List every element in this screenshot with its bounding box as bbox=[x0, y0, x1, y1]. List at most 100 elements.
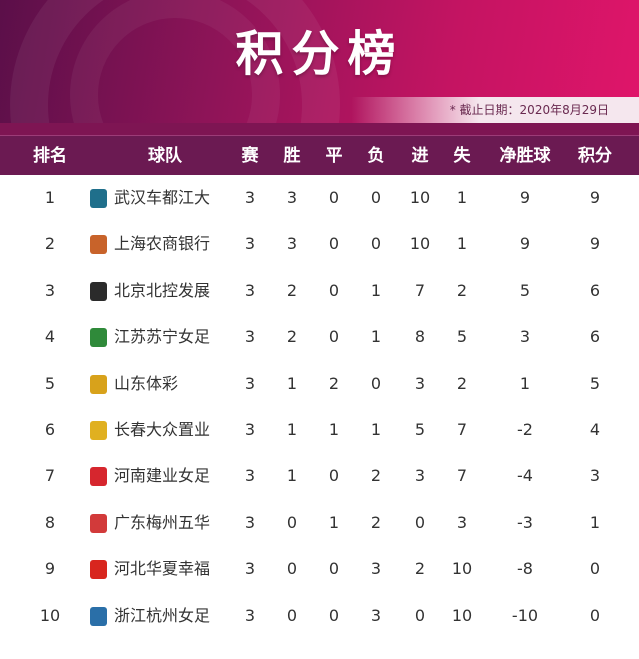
cell-goal-diff: 3 bbox=[519, 327, 531, 347]
cell-rank: 8 bbox=[44, 512, 56, 532]
table-row: 4 3 2 0 1 8 5 3 6 江苏苏宁女足 bbox=[0, 314, 639, 360]
cell-team-name: 浙江杭州女足 bbox=[114, 605, 211, 625]
header-team: 球队 bbox=[148, 146, 182, 166]
cell-played: 3 bbox=[244, 559, 256, 579]
cell-won: 3 bbox=[286, 188, 298, 207]
cell-team-name: 江苏苏宁女足 bbox=[114, 327, 211, 347]
table-row: 5 3 1 2 0 3 2 1 5 山东体彩 bbox=[0, 361, 639, 407]
cell-points: 1 bbox=[589, 512, 601, 532]
cell-played: 3 bbox=[244, 327, 256, 347]
cell-goals-against: 5 bbox=[456, 327, 468, 347]
cell-drawn: 0 bbox=[328, 466, 340, 486]
cell-played: 3 bbox=[244, 420, 256, 439]
cell-goals-for: 10 bbox=[409, 234, 431, 254]
cell-won: 1 bbox=[286, 373, 298, 393]
cell-won: 3 bbox=[286, 234, 298, 254]
cell-goals-against: 7 bbox=[456, 466, 468, 486]
cell-lost: 2 bbox=[370, 512, 382, 532]
header-divider bbox=[0, 123, 639, 135]
cell-goals-for: 2 bbox=[414, 559, 426, 579]
header-drawn: 平 bbox=[325, 146, 343, 166]
cell-drawn: 2 bbox=[328, 373, 340, 393]
cell-goals-against: 1 bbox=[456, 234, 468, 254]
changchun-badge-icon bbox=[90, 421, 107, 440]
cell-goals-for: 0 bbox=[414, 605, 426, 625]
header-won: 胜 bbox=[283, 146, 301, 166]
cell-drawn: 0 bbox=[328, 280, 340, 300]
cell-points: 9 bbox=[589, 188, 601, 207]
cell-goal-diff: -2 bbox=[517, 420, 533, 439]
header-goal-diff: 净胜球 bbox=[499, 146, 551, 166]
cell-goal-diff: 9 bbox=[519, 188, 531, 207]
cell-team-name: 北京北控发展 bbox=[114, 280, 211, 300]
henan-badge-icon bbox=[90, 467, 107, 487]
cell-team-name: 河北华夏幸福 bbox=[114, 559, 211, 579]
cell-points: 0 bbox=[589, 559, 601, 579]
cell-goal-diff: -10 bbox=[511, 605, 539, 625]
beijing-badge-icon bbox=[90, 281, 107, 301]
header-lost: 负 bbox=[367, 146, 385, 166]
cell-goals-for: 5 bbox=[414, 420, 426, 439]
cell-won: 0 bbox=[286, 559, 298, 579]
table-row: 10 3 0 0 3 0 10 -10 0 浙江杭州女足 bbox=[0, 593, 639, 639]
cell-rank: 9 bbox=[44, 559, 56, 579]
cell-goal-diff: -8 bbox=[517, 559, 533, 579]
guangdong-badge-icon bbox=[90, 513, 107, 533]
cell-goals-for: 0 bbox=[414, 512, 426, 532]
header-points: 积分 bbox=[578, 146, 612, 166]
table-row: 1 3 3 0 0 10 1 9 9 武汉车都江大 bbox=[0, 175, 639, 221]
cell-goal-diff: 5 bbox=[519, 280, 531, 300]
cell-points: 6 bbox=[589, 280, 601, 300]
cell-team-name: 山东体彩 bbox=[114, 373, 179, 393]
cell-lost: 3 bbox=[370, 605, 382, 625]
cell-goals-against: 10 bbox=[451, 559, 473, 579]
cell-team-name: 河南建业女足 bbox=[114, 466, 211, 486]
cell-team-name: 上海农商银行 bbox=[114, 234, 211, 254]
cell-points: 3 bbox=[589, 466, 601, 486]
cell-goals-against: 2 bbox=[456, 280, 468, 300]
hebei-badge-icon bbox=[90, 560, 107, 580]
cell-lost: 2 bbox=[370, 466, 382, 486]
cell-lost: 1 bbox=[370, 280, 382, 300]
page-title: 积分榜 bbox=[235, 26, 404, 82]
cell-played: 3 bbox=[244, 188, 256, 207]
cell-rank: 7 bbox=[44, 466, 56, 486]
cell-goals-for: 3 bbox=[414, 466, 426, 486]
cell-rank: 4 bbox=[44, 327, 56, 347]
cell-points: 4 bbox=[589, 420, 601, 439]
cell-rank: 10 bbox=[39, 605, 61, 625]
cell-lost: 0 bbox=[370, 373, 382, 393]
table-header: 排名 球队 赛 胜 平 负 进 失 净胜球 积分 bbox=[0, 135, 639, 175]
cell-goal-diff: 1 bbox=[519, 373, 531, 393]
shandong-badge-icon bbox=[90, 374, 107, 394]
cell-played: 3 bbox=[244, 373, 256, 393]
cell-team-name: 武汉车都江大 bbox=[114, 188, 211, 207]
cell-points: 9 bbox=[589, 234, 601, 254]
table-row: 8 3 0 1 2 0 3 -3 1 广东梅州五华 bbox=[0, 500, 639, 546]
cell-goals-for: 3 bbox=[414, 373, 426, 393]
cell-drawn: 1 bbox=[328, 512, 340, 532]
zhejiang-badge-icon bbox=[90, 606, 107, 626]
header-rank: 排名 bbox=[33, 146, 67, 166]
shanghai-badge-icon bbox=[90, 235, 107, 255]
cell-goals-for: 8 bbox=[414, 327, 426, 347]
cell-won: 1 bbox=[286, 466, 298, 486]
cell-drawn: 0 bbox=[328, 559, 340, 579]
cell-rank: 1 bbox=[44, 188, 56, 207]
cell-rank: 5 bbox=[44, 373, 56, 393]
cell-rank: 6 bbox=[44, 420, 56, 439]
jiangsu-badge-icon bbox=[90, 328, 107, 348]
cell-goals-against: 10 bbox=[451, 605, 473, 625]
table-row: 6 3 1 1 1 5 7 -2 4 长春大众置业 bbox=[0, 407, 639, 453]
cell-goals-against: 2 bbox=[456, 373, 468, 393]
cell-lost: 1 bbox=[370, 420, 382, 439]
cell-lost: 1 bbox=[370, 327, 382, 347]
cell-played: 3 bbox=[244, 605, 256, 625]
header-played: 赛 bbox=[241, 146, 259, 166]
cell-drawn: 0 bbox=[328, 605, 340, 625]
table-row: 3 3 2 0 1 7 2 5 6 北京北控发展 bbox=[0, 268, 639, 314]
cell-goals-against: 1 bbox=[456, 188, 468, 207]
cell-lost: 0 bbox=[370, 188, 382, 207]
cell-won: 0 bbox=[286, 605, 298, 625]
cell-won: 2 bbox=[286, 280, 298, 300]
